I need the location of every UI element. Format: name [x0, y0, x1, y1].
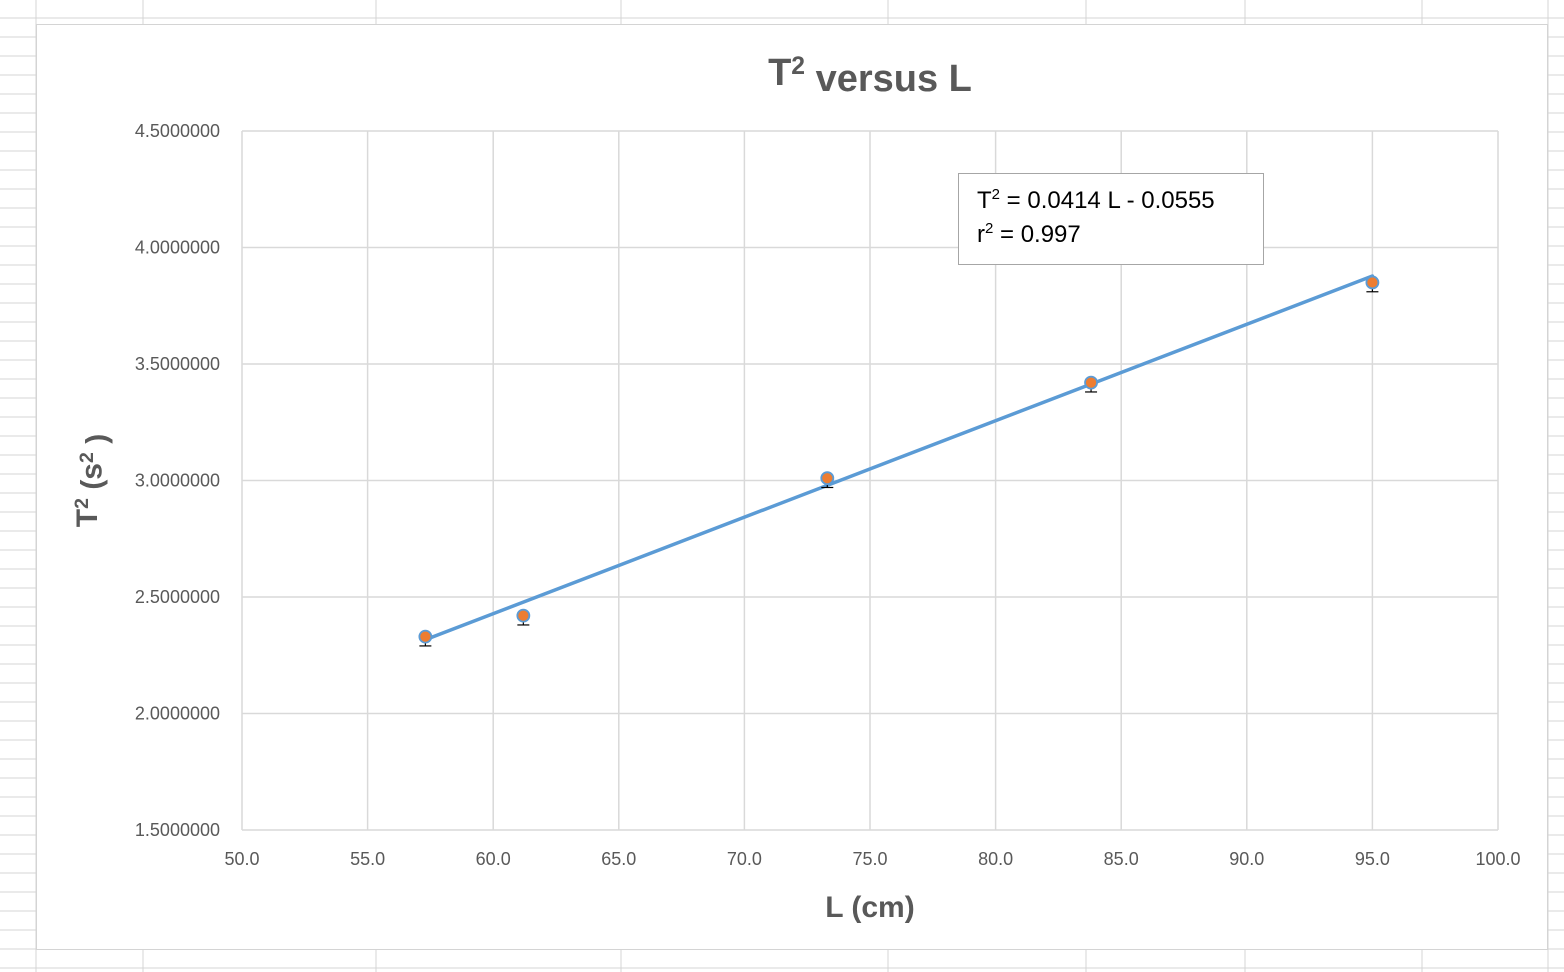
- data-point: [820, 471, 835, 486]
- data-point: [1365, 275, 1380, 290]
- data-point: [516, 608, 531, 623]
- x-tick-label: 65.0: [601, 849, 636, 869]
- x-tick-label: 70.0: [727, 849, 762, 869]
- x-tick-label: 85.0: [1104, 849, 1139, 869]
- data-point: [418, 629, 433, 644]
- x-tick-label: 95.0: [1355, 849, 1390, 869]
- chart-title: T2​ versus L: [768, 52, 972, 100]
- x-tick-label: 50.0: [224, 849, 259, 869]
- y-tick-label: 2.0000000: [135, 704, 220, 724]
- trendline-equation-box[interactable]: T2 = 0.0414 L - 0.0555 r2 = 0.997: [958, 173, 1264, 265]
- y-tick-label: 1.5000000: [135, 820, 220, 840]
- x-tick-label: 60.0: [476, 849, 511, 869]
- x-axis-title: L (cm): [825, 891, 914, 924]
- chart-area[interactable]: T2​ versus L 50.0 55.0 60.0 65.0 70.0 75.0 80.0…: [36, 24, 1548, 950]
- y-tick-label: 3.5000000: [135, 354, 220, 374]
- y-axis-title: T2​ (s2​ ): [71, 434, 113, 527]
- x-tick-label: 75.0: [852, 849, 887, 869]
- y-tick-label: 4.5000000: [135, 121, 220, 141]
- trendline: [423, 274, 1375, 642]
- scatter-plot: T2​ versus L 50.0 55.0 60.0 65.0 70.0 75.0 80.0…: [71, 52, 1521, 924]
- r-squared-value: r2 = 0.997: [977, 220, 1081, 248]
- x-tick-label: 100.0: [1475, 849, 1520, 869]
- trendline-equation: T2 = 0.0414 L - 0.0555: [977, 186, 1215, 214]
- y-tick-label: 2.5000000: [135, 587, 220, 607]
- x-tick-label: 55.0: [350, 849, 385, 869]
- x-tick-label: 80.0: [978, 849, 1013, 869]
- y-tick-label: 4.0000000: [135, 238, 220, 258]
- data-point: [1084, 375, 1098, 390]
- y-tick-label: 3.0000000: [135, 471, 220, 491]
- x-tick-label: 90.0: [1229, 849, 1264, 869]
